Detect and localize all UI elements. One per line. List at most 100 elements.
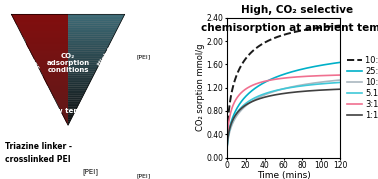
Polygon shape (65, 120, 68, 122)
Polygon shape (68, 79, 91, 81)
X-axis label: Time (mins): Time (mins) (257, 171, 310, 179)
10:1 (278, 88, 283, 91)
Polygon shape (53, 96, 68, 98)
Polygon shape (40, 70, 68, 72)
Polygon shape (61, 112, 68, 114)
Polygon shape (26, 44, 68, 46)
Polygon shape (59, 109, 68, 110)
Polygon shape (23, 38, 68, 40)
10:1 (338, 79, 342, 81)
Polygon shape (57, 103, 68, 105)
Polygon shape (68, 81, 91, 83)
Text: Low CO₂ conc.: Low CO₂ conc. (9, 28, 41, 72)
Polygon shape (54, 98, 68, 99)
Polygon shape (48, 86, 68, 88)
Polygon shape (68, 107, 77, 109)
25:1 (278, 74, 283, 76)
Polygon shape (56, 101, 68, 103)
Polygon shape (18, 27, 68, 29)
10:1 (318, 81, 322, 83)
Legend: 10:1 R, 25:1, 10:1, 5.1, 3:1, 1:1: 10:1 R, 25:1, 10:1, 5.1, 3:1, 1:1 (347, 55, 378, 120)
Polygon shape (27, 46, 68, 48)
Polygon shape (32, 55, 68, 57)
Polygon shape (68, 86, 88, 88)
Text: [PEI]: [PEI] (136, 173, 150, 178)
3:1 (335, 74, 340, 76)
Text: crosslinked PEI: crosslinked PEI (5, 155, 70, 164)
Text: [PEI]: [PEI] (136, 55, 150, 60)
Polygon shape (68, 62, 100, 64)
Polygon shape (16, 24, 68, 25)
Polygon shape (68, 118, 72, 120)
Polygon shape (68, 51, 106, 53)
Polygon shape (31, 53, 68, 55)
Polygon shape (68, 99, 81, 101)
Polygon shape (11, 14, 68, 16)
Text: Triazine linker -: Triazine linker - (5, 142, 71, 151)
Polygon shape (57, 105, 68, 107)
10:1 (225, 155, 229, 157)
1:1 (225, 154, 229, 156)
Polygon shape (68, 110, 76, 112)
Polygon shape (68, 44, 110, 46)
5.1 (338, 81, 342, 84)
Polygon shape (68, 24, 120, 25)
Polygon shape (20, 31, 68, 33)
Line: 1:1: 1:1 (227, 89, 340, 155)
Polygon shape (52, 94, 68, 96)
Polygon shape (68, 22, 121, 24)
25:1 (292, 70, 297, 72)
Polygon shape (59, 107, 68, 109)
Text: [PEI]: [PEI] (83, 168, 99, 175)
3:1 (338, 74, 342, 76)
Polygon shape (35, 61, 68, 62)
10:1 R (335, 25, 340, 27)
3:1 (278, 78, 283, 80)
10:1 (292, 85, 297, 87)
Polygon shape (12, 16, 68, 18)
Line: 10:1 R: 10:1 R (227, 26, 340, 154)
Text: High humidity: High humidity (97, 23, 130, 67)
Text: High, CO₂ selective: High, CO₂ selective (241, 5, 353, 15)
5.1 (335, 81, 340, 84)
Polygon shape (68, 64, 99, 66)
Polygon shape (66, 122, 68, 124)
Polygon shape (34, 59, 68, 61)
Polygon shape (68, 77, 93, 79)
Polygon shape (15, 22, 68, 24)
25:1 (286, 72, 290, 74)
Polygon shape (68, 66, 98, 68)
Polygon shape (62, 114, 68, 116)
Polygon shape (68, 90, 86, 92)
Polygon shape (68, 96, 83, 98)
10:1 R (318, 27, 322, 29)
Polygon shape (64, 118, 68, 120)
Text: chemisorption at ambient temp.: chemisorption at ambient temp. (201, 23, 378, 33)
Polygon shape (68, 88, 87, 90)
Polygon shape (19, 29, 68, 31)
5.1 (278, 88, 283, 90)
Polygon shape (68, 20, 122, 22)
Polygon shape (68, 109, 76, 110)
Polygon shape (68, 72, 95, 74)
Polygon shape (68, 85, 89, 86)
25:1 (338, 61, 342, 63)
Polygon shape (41, 72, 68, 74)
Polygon shape (21, 33, 68, 35)
Polygon shape (68, 16, 124, 18)
Y-axis label: CO₂ sorption mmol/g: CO₂ sorption mmol/g (196, 44, 205, 131)
10:1 (335, 79, 340, 81)
Polygon shape (68, 122, 70, 124)
10:1 (279, 88, 284, 90)
1:1 (338, 88, 342, 90)
5.1 (292, 86, 297, 88)
10:1 (286, 87, 290, 89)
Polygon shape (68, 40, 112, 42)
3:1 (286, 77, 290, 79)
Polygon shape (38, 66, 68, 68)
Polygon shape (68, 74, 94, 75)
Polygon shape (68, 55, 104, 57)
Line: 10:1: 10:1 (227, 80, 340, 156)
Polygon shape (68, 25, 119, 27)
Polygon shape (47, 85, 68, 86)
